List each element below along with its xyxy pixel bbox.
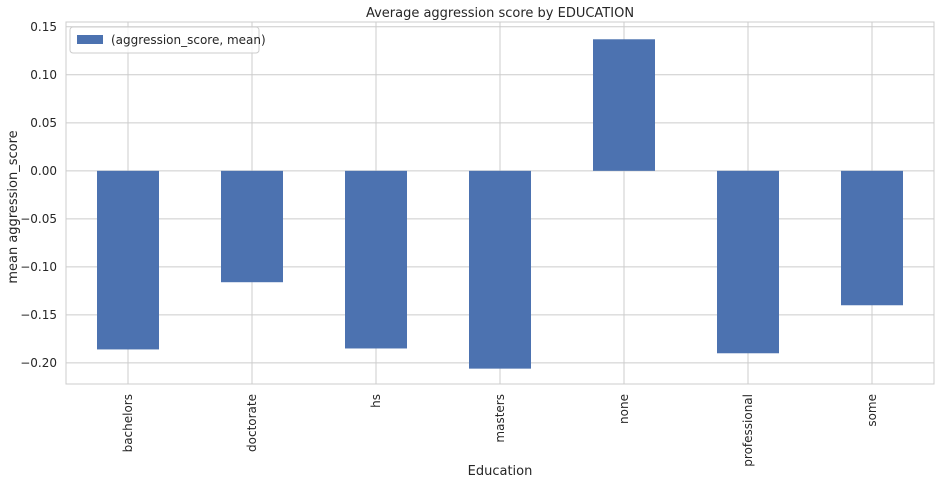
bar-professional xyxy=(717,170,779,354)
y-tick-label: −0.10 xyxy=(20,260,57,274)
x-tick-label: professional xyxy=(741,394,755,467)
y-tick-label: 0.15 xyxy=(30,20,57,34)
y-tick-label: 0.05 xyxy=(30,116,57,130)
bar-masters xyxy=(469,170,531,369)
y-tick-label: −0.15 xyxy=(20,308,57,322)
y-tick-label: −0.05 xyxy=(20,212,57,226)
bar-doctorate xyxy=(221,170,283,283)
bar-bachelors xyxy=(97,170,159,350)
x-tick-label: bachelors xyxy=(121,394,135,452)
x-tick-label: hs xyxy=(369,394,383,408)
y-tick-labels: 0.15 0.10 0.05 0.00 −0.05 −0.10 −0.15 −0.20 xyxy=(20,20,57,370)
x-tick-label: masters xyxy=(493,394,507,443)
legend-box xyxy=(69,26,260,54)
x-tick-label: some xyxy=(865,394,879,427)
plot-frame xyxy=(65,21,935,385)
y-axis-label: mean aggression_score xyxy=(6,130,21,283)
legend-swatch xyxy=(77,35,103,44)
y-tick-label: 0.00 xyxy=(30,164,57,178)
y-tick-label: 0.10 xyxy=(30,68,57,82)
x-axis-label: Education xyxy=(468,464,533,479)
chart-title: Average aggression score by EDUCATION xyxy=(366,6,634,21)
legend: (aggression_score, mean) xyxy=(69,26,266,54)
x-tick-label: none xyxy=(617,394,631,424)
bar-none xyxy=(593,39,655,171)
bar-hs xyxy=(345,170,407,349)
x-tick-labels: bachelors doctorate hs masters none professio… xyxy=(121,394,879,467)
bars xyxy=(97,39,903,369)
legend-label: (aggression_score, mean) xyxy=(111,33,266,47)
y-tick-label: −0.20 xyxy=(20,356,57,370)
x-tick-label: doctorate xyxy=(245,394,259,452)
bar-some xyxy=(841,170,903,306)
